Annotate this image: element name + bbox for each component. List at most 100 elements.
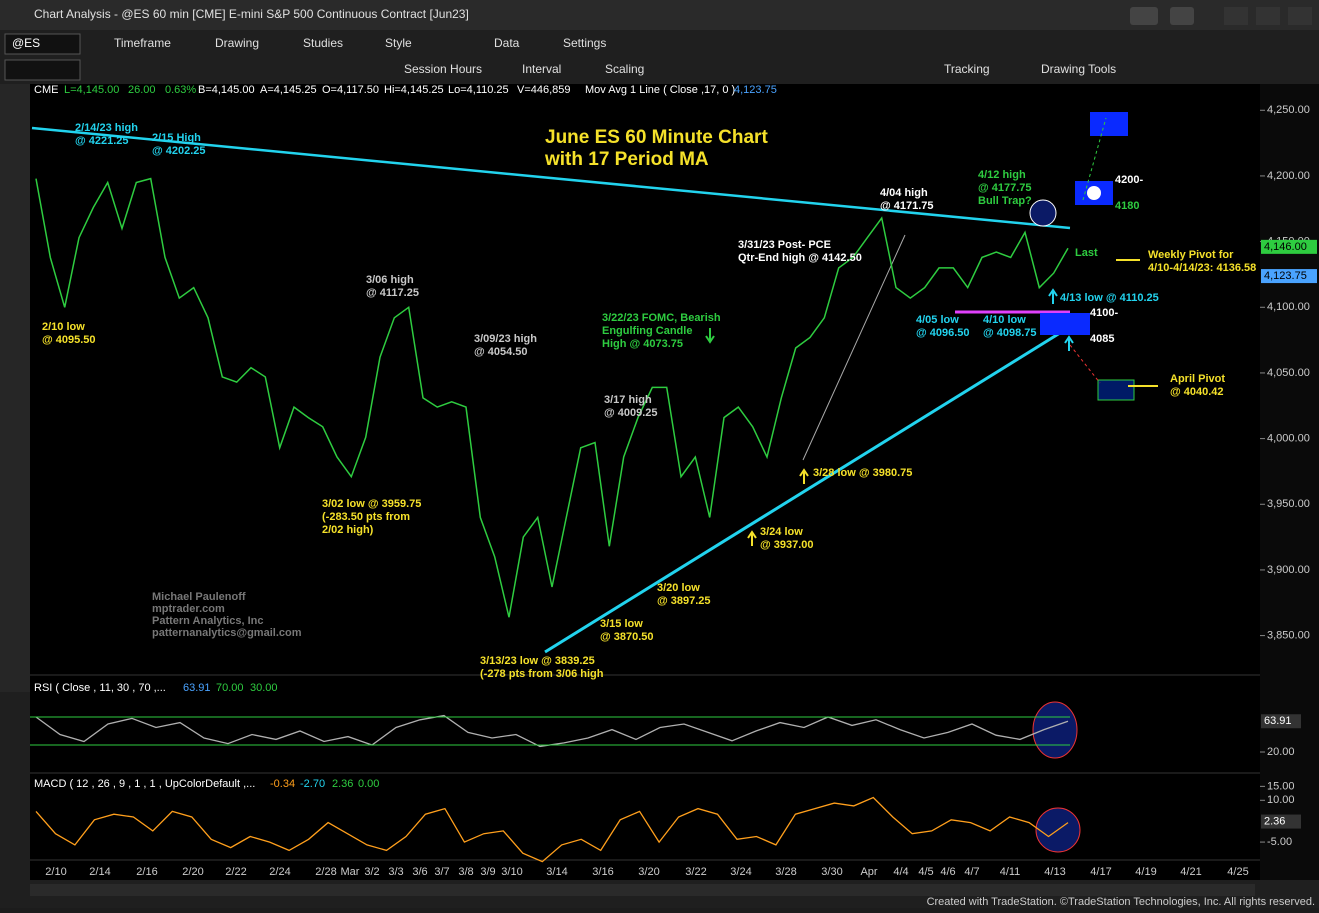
dashed-arrow bbox=[1069, 344, 1101, 384]
y-tick-label: 3,900.00 bbox=[1267, 564, 1310, 576]
target-box bbox=[1090, 112, 1128, 136]
window-button[interactable] bbox=[1130, 7, 1158, 25]
scrollbar[interactable] bbox=[30, 884, 1255, 896]
window-button[interactable] bbox=[1170, 7, 1194, 25]
annotation: (-283.50 pts from bbox=[322, 511, 410, 523]
annotation: Engulfing Candle bbox=[602, 325, 692, 337]
toolbar-button[interactable]: Studies bbox=[303, 36, 343, 50]
annotation: (-278 pts from 3/06 high bbox=[480, 668, 604, 680]
x-tick-label: 3/2 bbox=[364, 866, 379, 878]
alert-icon bbox=[1087, 186, 1101, 200]
annotation: @ 4117.25 bbox=[366, 287, 419, 299]
rsi-reading: 70.00 bbox=[216, 682, 244, 694]
rsi-reading: 30.00 bbox=[250, 682, 278, 694]
y-tick-label: 10.00 bbox=[1267, 794, 1295, 806]
x-tick-label: 4/7 bbox=[964, 866, 979, 878]
chart-title: June ES 60 Minute Chart bbox=[545, 127, 768, 148]
x-tick-label: Mar bbox=[341, 866, 360, 878]
macd-header: MACD ( 12 , 26 , 9 , 1 , 1 , UpColorDefa… bbox=[34, 778, 255, 790]
info-field: Mov Avg 1 Line ( Close ,17, 0 ) bbox=[585, 84, 735, 96]
annotation: @ 4009.25 bbox=[604, 407, 658, 419]
x-tick-label: 3/14 bbox=[546, 866, 567, 878]
footer: Created with TradeStation. ©TradeStation… bbox=[927, 896, 1315, 908]
annotation: 3/22/23 FOMC, Bearish bbox=[602, 312, 721, 324]
toolbar-button[interactable]: Timeframe bbox=[114, 36, 171, 50]
toolbar-button[interactable]: Style bbox=[385, 36, 412, 50]
symbol: @ES bbox=[12, 36, 40, 50]
toolbar-button[interactable]: Drawing bbox=[215, 36, 259, 50]
annotation: @ 4054.50 bbox=[474, 346, 528, 358]
annotation: Pattern Analytics, Inc bbox=[152, 615, 263, 627]
x-tick-label: 2/16 bbox=[136, 866, 157, 878]
x-tick-label: 4/17 bbox=[1090, 866, 1111, 878]
annotation: Last bbox=[1075, 247, 1098, 259]
value-box-label: 2.36 bbox=[1264, 815, 1285, 827]
toolbar-button[interactable]: Session Hours bbox=[404, 62, 482, 76]
x-tick-label: 2/28 bbox=[315, 866, 336, 878]
annotation: 4180 bbox=[1115, 200, 1139, 212]
x-tick-label: 3/30 bbox=[821, 866, 842, 878]
annotation: @ 4221.25 bbox=[75, 135, 129, 147]
y-tick-label: 3,850.00 bbox=[1267, 630, 1310, 642]
support-line bbox=[544, 326, 1069, 654]
annotation: 4100- bbox=[1090, 307, 1118, 319]
y-tick-label: 4,050.00 bbox=[1267, 367, 1310, 379]
annotation: 3/24 low bbox=[760, 526, 803, 538]
annotation: 3/31/23 Post- PCE bbox=[738, 239, 831, 251]
up-arrow bbox=[1064, 335, 1074, 351]
annotation: 2/02 high) bbox=[322, 524, 374, 536]
rsi-header: RSI ( Close , 11, 30 , 70 ,... bbox=[34, 682, 166, 694]
info-field: 4,123.75 bbox=[734, 84, 777, 96]
annotation: @ 4177.75 bbox=[978, 182, 1032, 194]
x-tick-label: 4/21 bbox=[1180, 866, 1201, 878]
annotation: Michael Paulenoff bbox=[152, 591, 246, 603]
close[interactable] bbox=[1288, 7, 1312, 25]
annotation: 3/02 low @ 3959.75 bbox=[322, 498, 421, 510]
x-tick-label: 4/25 bbox=[1227, 866, 1248, 878]
price-box bbox=[1261, 269, 1317, 284]
price-axis bbox=[1260, 84, 1319, 880]
x-tick-label: 4/11 bbox=[1000, 866, 1021, 878]
annotation: 3/28 low @ 3980.75 bbox=[813, 467, 912, 479]
annotation: @ 3870.50 bbox=[600, 631, 654, 643]
x-tick-label: 3/3 bbox=[388, 866, 403, 878]
annotation: 3/13/23 low @ 3839.25 bbox=[480, 655, 595, 667]
maximize[interactable] bbox=[1256, 7, 1280, 25]
toolbar-button[interactable]: Drawing Tools bbox=[1041, 62, 1116, 76]
info-field: V=446,859 bbox=[517, 84, 571, 96]
annotation: 3/20 low bbox=[657, 582, 700, 594]
dashed-arrow bbox=[1082, 117, 1107, 201]
x-tick-label: 2/24 bbox=[269, 866, 290, 878]
toolbar-button[interactable]: Data bbox=[494, 36, 520, 50]
y-tick-label: 15.00 bbox=[1267, 780, 1295, 792]
price-box bbox=[1261, 239, 1317, 254]
toolbar-button[interactable]: Interval bbox=[522, 62, 561, 76]
y-tick-label: 4,100.00 bbox=[1267, 301, 1310, 313]
info-field: B=4,145.00 bbox=[198, 84, 255, 96]
info-field: 0.63% bbox=[165, 84, 196, 96]
annotation: 4085 bbox=[1090, 333, 1114, 345]
x-tick-label: 3/28 bbox=[775, 866, 796, 878]
x-tick-label: 3/10 bbox=[501, 866, 522, 878]
x-tick-label: 3/8 bbox=[458, 866, 473, 878]
annotation: @ 4096.50 bbox=[916, 327, 970, 339]
info-field: A=4,145.25 bbox=[260, 84, 317, 96]
symbol-input[interactable] bbox=[4, 33, 81, 55]
toolbar-button[interactable]: Settings bbox=[563, 36, 606, 50]
rsi-circle bbox=[1032, 701, 1078, 759]
rsi-reading: 63.91 bbox=[183, 682, 211, 694]
macd-reading: 0.00 bbox=[358, 778, 379, 790]
y-tick-label: -5.00 bbox=[1267, 836, 1292, 848]
interval-input[interactable] bbox=[4, 59, 81, 81]
annotation: 4/13 low @ 4110.25 bbox=[1060, 292, 1159, 304]
toolbar-button[interactable]: Scaling bbox=[605, 62, 644, 76]
toolbar-button[interactable]: Tracking bbox=[944, 62, 990, 76]
info-field: CME bbox=[34, 84, 58, 96]
annotation: High @ 4073.75 bbox=[602, 338, 683, 350]
annotation: @ 4040.42 bbox=[1170, 386, 1224, 398]
y-tick-label: 20.00 bbox=[1267, 746, 1295, 758]
minimize[interactable] bbox=[1224, 7, 1248, 25]
pivot-box bbox=[1097, 379, 1135, 401]
value-box bbox=[1261, 814, 1301, 829]
